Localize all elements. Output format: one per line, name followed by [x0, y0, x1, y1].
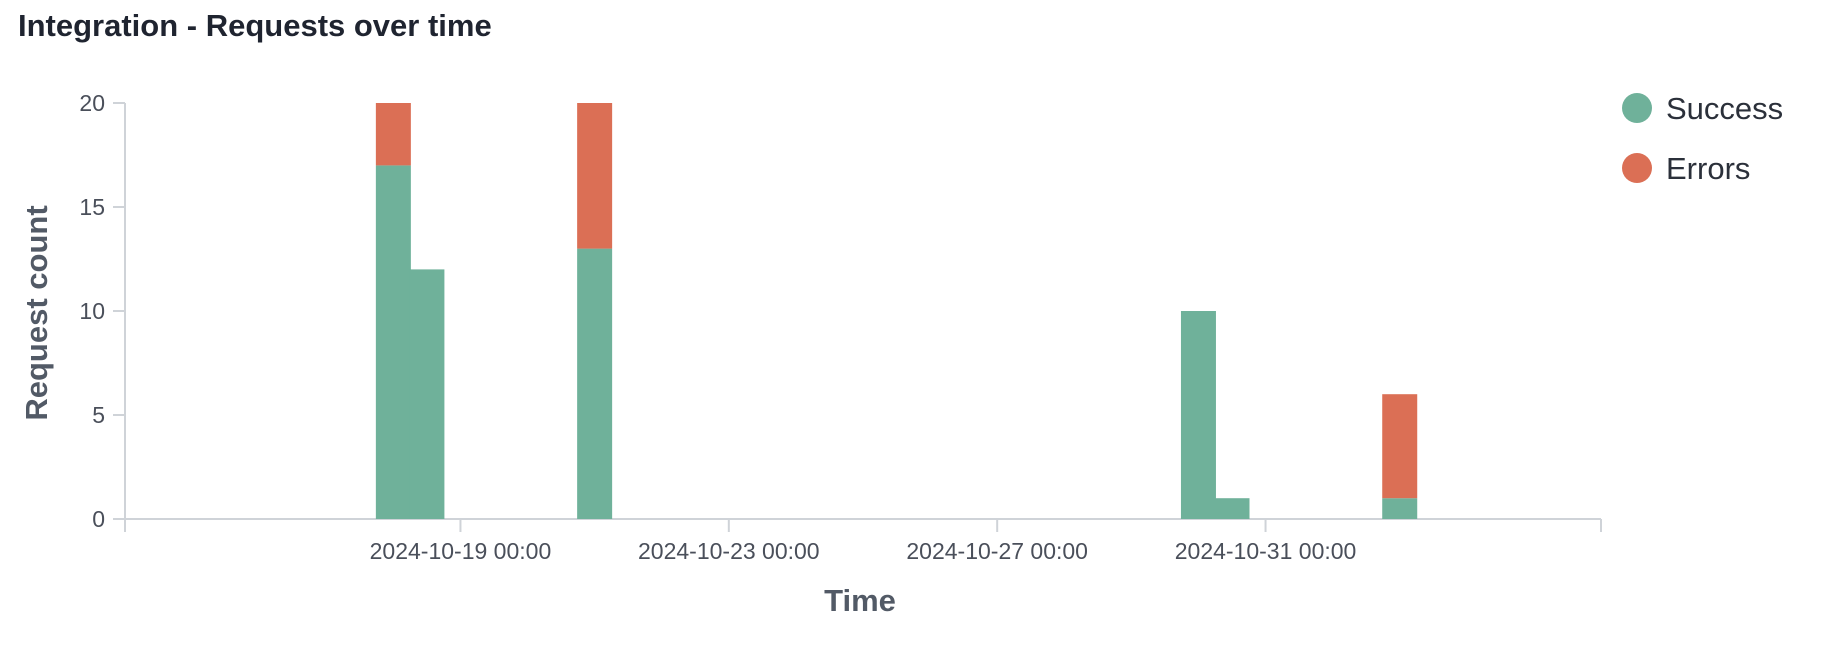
x-tick-label: 2024-10-31 00:00	[1175, 538, 1357, 564]
y-tick-label: 15	[79, 194, 105, 220]
x-axis-title: Time	[824, 583, 896, 618]
bar-success	[1382, 498, 1418, 519]
bar-success	[1180, 311, 1216, 519]
bar-success	[409, 269, 445, 519]
bar-errors	[1382, 394, 1418, 499]
y-tick-label: 20	[79, 90, 105, 116]
y-tick-label: 0	[92, 506, 105, 532]
x-tick-label: 2024-10-27 00:00	[906, 538, 1088, 564]
legend-marker-success	[1622, 93, 1652, 123]
bar-success	[375, 165, 411, 519]
x-tick-label: 2024-10-19 00:00	[370, 538, 552, 564]
y-tick-label: 10	[79, 298, 105, 324]
legend-marker-errors	[1622, 153, 1652, 183]
legend-label-success: Success	[1666, 91, 1783, 126]
bar-success	[1214, 498, 1250, 519]
bar-errors	[375, 103, 411, 166]
y-tick-label: 5	[92, 402, 105, 428]
y-axis-title: Request count	[19, 205, 54, 420]
bar-errors	[577, 103, 613, 249]
chart-title: Integration - Requests over time	[18, 8, 492, 43]
bar-success	[577, 248, 613, 519]
legend-label-errors: Errors	[1666, 151, 1750, 186]
x-tick-label: 2024-10-23 00:00	[638, 538, 820, 564]
